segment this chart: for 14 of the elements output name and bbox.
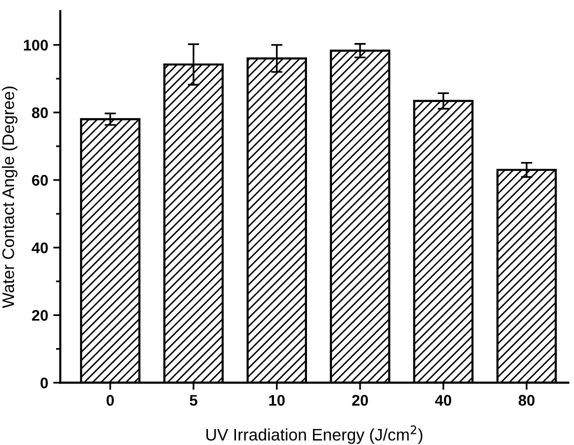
x-tick-label: 10 bbox=[269, 394, 285, 406]
y-tick-label: 20 bbox=[32, 310, 48, 321]
y-axis-title: Water Contact Angle (Degree) bbox=[2, 86, 18, 308]
x-axis-title: UV Irradiation Energy (J/cm$^{2}$) bbox=[206, 425, 422, 444]
y-tick-label: 80 bbox=[32, 107, 48, 118]
x-tick-label: 40 bbox=[435, 394, 452, 406]
x-tick-label: 80 bbox=[518, 394, 534, 406]
y-tick-label: 100 bbox=[24, 40, 48, 51]
y-tick-label: 40 bbox=[32, 242, 48, 254]
x-tick-label: 0 bbox=[106, 394, 114, 406]
x-tick-label: 20 bbox=[352, 394, 368, 406]
y-tick-label: 0 bbox=[40, 378, 48, 388]
y-tick-label: 60 bbox=[32, 174, 48, 186]
x-tick-label: 5 bbox=[190, 395, 198, 406]
